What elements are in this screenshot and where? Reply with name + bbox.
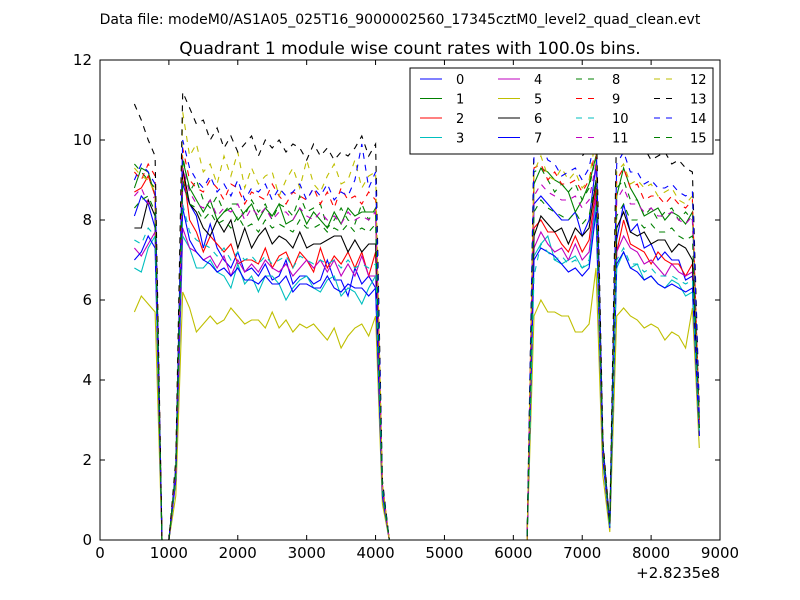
legend-label-2: 2 bbox=[456, 112, 464, 127]
legend-label-10: 10 bbox=[612, 112, 629, 127]
legend-label-5: 5 bbox=[534, 93, 542, 108]
y-tick-label: 12 bbox=[73, 51, 92, 69]
x-tick-label: 4000 bbox=[356, 544, 394, 562]
series-line-9 bbox=[133, 147, 700, 540]
x-offset-label: +2.8235e8 bbox=[636, 564, 720, 582]
x-tick-label: 9000 bbox=[701, 544, 739, 562]
legend-label-8: 8 bbox=[612, 73, 620, 88]
legend-label-7: 7 bbox=[534, 132, 542, 147]
legend-label-9: 9 bbox=[612, 93, 620, 108]
chart-suptitle: Data file: modeM0/AS1A05_025T16_90000025… bbox=[100, 12, 701, 28]
legend-label-13: 13 bbox=[690, 93, 707, 108]
x-tick-label: 3000 bbox=[288, 544, 326, 562]
series-line-5 bbox=[133, 267, 700, 540]
chart-title: Quadrant 1 module wise count rates with … bbox=[179, 39, 640, 59]
y-tick-label: 0 bbox=[82, 531, 92, 549]
legend-box bbox=[409, 67, 714, 155]
x-axis: 0 1000 2000 3000 4000 5000 6000 7000 8000 9000 bbox=[95, 60, 739, 562]
series-line-6 bbox=[134, 167, 700, 540]
x-tick-label: 2000 bbox=[219, 544, 257, 562]
legend-label-12: 12 bbox=[690, 73, 707, 88]
series-line-14 bbox=[133, 131, 700, 540]
plot-lines bbox=[133, 91, 700, 540]
y-tick-label: 2 bbox=[82, 451, 92, 469]
y-tick-label: 10 bbox=[73, 131, 92, 149]
y-tick-label: 4 bbox=[82, 371, 92, 389]
x-tick-label: 6000 bbox=[494, 544, 532, 562]
series-line-11 bbox=[133, 163, 700, 540]
legend-label-15: 15 bbox=[690, 132, 707, 147]
y-tick-label: 6 bbox=[82, 291, 92, 309]
x-tick-label: 0 bbox=[95, 544, 105, 562]
legend-label-11: 11 bbox=[612, 132, 629, 147]
series-line-0 bbox=[133, 163, 700, 540]
legend-label-4: 4 bbox=[534, 73, 542, 88]
x-tick-label: 5000 bbox=[425, 544, 463, 562]
legend-label-14: 14 bbox=[690, 112, 707, 127]
series-line-10 bbox=[134, 203, 700, 540]
y-tick-label: 8 bbox=[82, 211, 92, 229]
legend-label-6: 6 bbox=[534, 112, 542, 127]
series-line-8 bbox=[133, 155, 700, 540]
legend-label-0: 0 bbox=[456, 73, 464, 88]
x-tick-label: 7000 bbox=[563, 544, 601, 562]
legend-label-1: 1 bbox=[456, 93, 464, 108]
x-tick-label: 8000 bbox=[632, 544, 670, 562]
series-line-7 bbox=[133, 207, 700, 540]
x-tick-label: 1000 bbox=[150, 544, 188, 562]
series-line-2 bbox=[134, 167, 700, 540]
legend-label-3: 3 bbox=[456, 132, 464, 147]
